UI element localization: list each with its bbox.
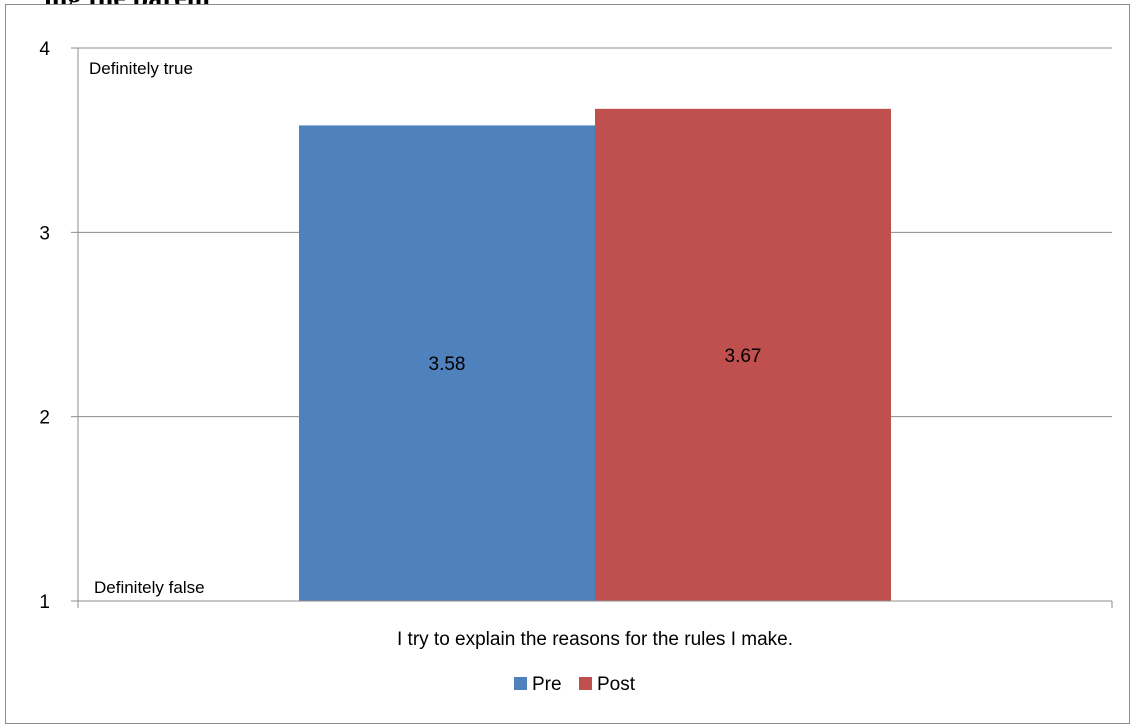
- annotation-definitely-false: Definitely false: [94, 578, 205, 597]
- bar-pre: [299, 125, 595, 602]
- bar-post: [595, 108, 891, 601]
- legend-swatch-post: [579, 677, 592, 690]
- axes: [71, 47, 1113, 608]
- labels: 1 2 3 4 3.58 3.67 Definitely true Definitely fa…: [39, 39, 793, 650]
- data-label-post: 3.67: [725, 346, 762, 367]
- data-label-pre: 3.58: [429, 354, 466, 375]
- y-tick-label-3: 3: [39, 223, 50, 244]
- y-tick-label-4: 4: [39, 39, 50, 60]
- legend-swatch-pre: [514, 677, 527, 690]
- y-tick-label-2: 2: [39, 408, 50, 429]
- bars: [299, 108, 891, 602]
- legend-label-post: Post: [597, 674, 636, 695]
- y-tick-label-1: 1: [39, 592, 50, 613]
- annotation-definitely-true: Definitely true: [89, 59, 193, 78]
- category-label: I try to explain the reasons for the rul…: [397, 629, 793, 650]
- legend-label-pre: Pre: [532, 674, 562, 695]
- legend: Pre Post: [514, 674, 636, 695]
